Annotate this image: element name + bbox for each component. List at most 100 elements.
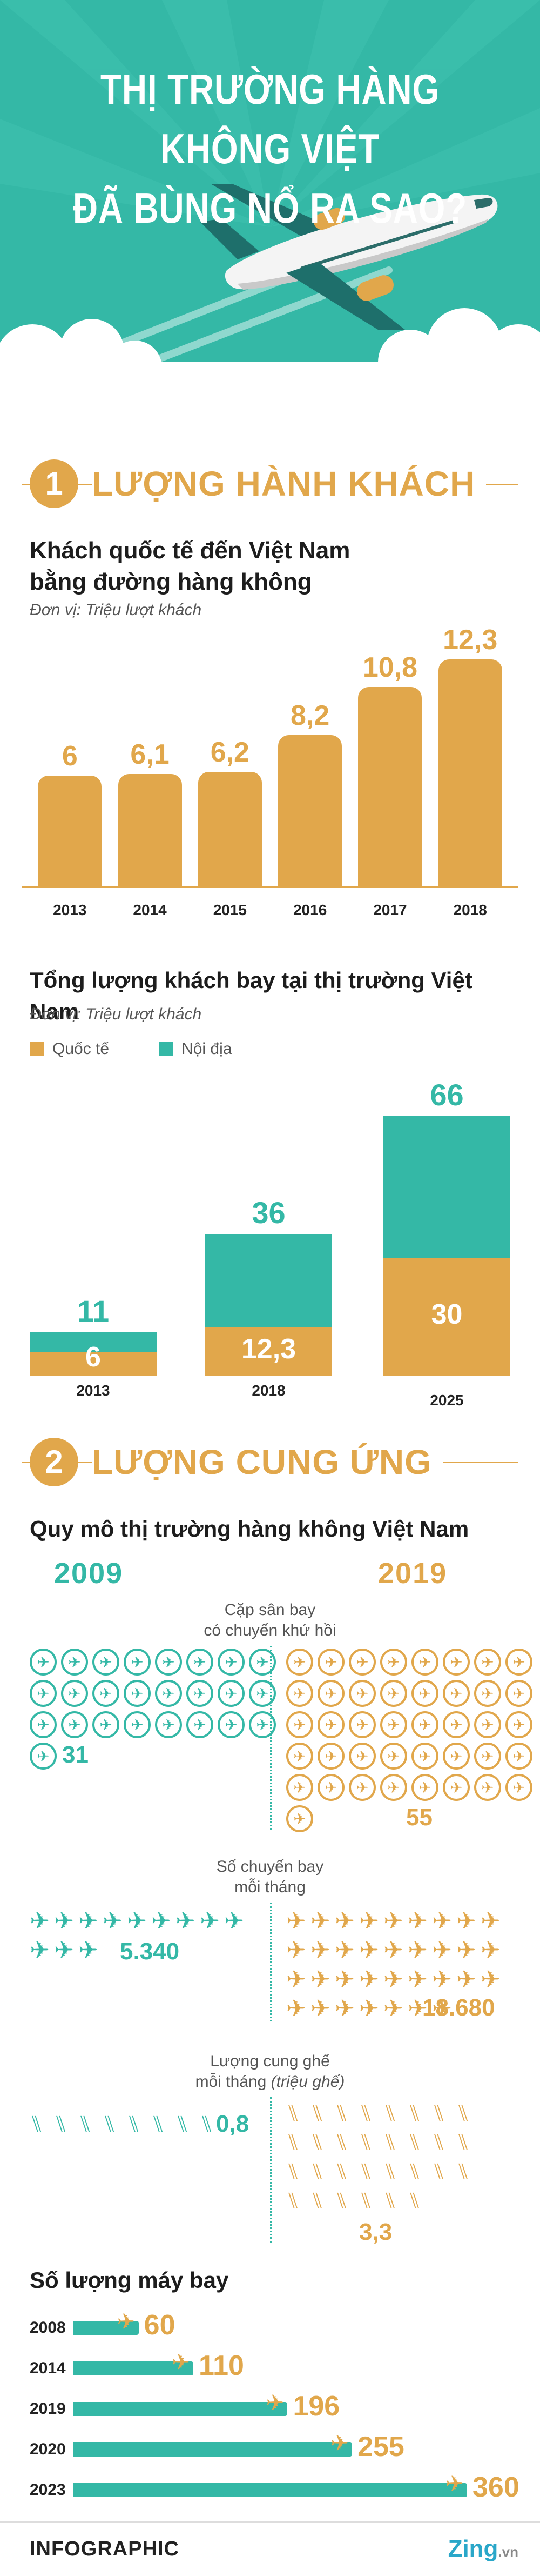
seat-icon: ⑊ bbox=[408, 2100, 422, 2126]
plane-icon: ✈ bbox=[127, 1908, 147, 1934]
chart2-total-passengers: 11 6 2013 36 12,3 2018 66 30 2025 bbox=[22, 1070, 518, 1427]
seat-icon: ⑊ bbox=[335, 2159, 349, 2184]
plane-icon: ✈ bbox=[310, 1966, 330, 1993]
legend-domestic-swatch bbox=[159, 1042, 173, 1056]
plane-icon: ✈ bbox=[151, 1908, 171, 1934]
section-1-number: 1 bbox=[30, 459, 78, 508]
fleet-year-label: 2020 bbox=[30, 2440, 66, 2458]
plane-ring-icon: ✈ bbox=[474, 1743, 501, 1770]
seat-icon: ⑊ bbox=[310, 2130, 325, 2155]
plane-icon: ✈ bbox=[481, 1908, 501, 1934]
seats-label-line-2: mỗi tháng bbox=[195, 2073, 271, 2091]
seat-icon: ⑊ bbox=[408, 2188, 422, 2213]
chart2-intl-label: 30 bbox=[431, 1298, 463, 1330]
plane-ring-icon: ✈ bbox=[286, 1711, 313, 1738]
plane-ring-icon: ✈ bbox=[349, 1743, 376, 1770]
chart1-value-label: 12,3 bbox=[443, 624, 498, 656]
footer-rule bbox=[0, 2521, 540, 2523]
plane-icon: ✈ bbox=[383, 1908, 403, 1934]
seat-icon: ⑊ bbox=[310, 2188, 325, 2213]
chart1-bar bbox=[198, 772, 262, 886]
plane-ring-icon: ✈ bbox=[286, 1805, 313, 1832]
seat-icon: ⑊ bbox=[286, 2159, 300, 2184]
chart1-axis bbox=[22, 886, 518, 888]
seats-2019-grid: ⑊ ⑊ ⑊ ⑊ ⑊ ⑊ ⑊ ⑊ ⑊ ⑊ ⑊ ⑊ ⑊ ⑊ ⑊ ⑊ ⑊ ⑊ ⑊ ⑊ ⑊ ⑊ ⑊ ⑊ ⑊ ⑊ ⑊ ⑊ ⑊ ⑊ bbox=[286, 2100, 513, 2214]
seats-label-line-1: Lượng cung ghế bbox=[210, 2052, 330, 2070]
plane-ring-icon: ✈ bbox=[380, 1711, 407, 1738]
chart1-bar bbox=[358, 687, 422, 886]
footer: INFOGRAPHIC Zing.vn bbox=[0, 2521, 540, 2576]
seat-icon: ⑊ bbox=[383, 2100, 397, 2126]
plane-icon: ✈ bbox=[456, 1908, 476, 1934]
chart1-title-line-1: Khách quốc tế đến Việt Nam bbox=[30, 537, 350, 564]
airport-pairs-label: Cặp sân bay có chuyến khứ hồi bbox=[184, 1600, 356, 1641]
plane-icon: ✈ bbox=[310, 1908, 330, 1934]
plane-ring-icon: ✈ bbox=[30, 1743, 57, 1770]
plane-ring-icon: ✈ bbox=[318, 1649, 345, 1676]
plane-ring-icon: ✈ bbox=[186, 1680, 213, 1707]
chart1-value-label: 8,2 bbox=[290, 700, 330, 731]
plane-icon: ✈ bbox=[310, 1996, 330, 2022]
plane-ring-icon: ✈ bbox=[286, 1680, 313, 1707]
airports-2019-value: 55 bbox=[406, 1804, 433, 1831]
airports-2009-value: 31 bbox=[62, 1741, 89, 1768]
chart1-bar bbox=[118, 773, 182, 886]
plane-ring-icon: ✈ bbox=[505, 1711, 532, 1738]
chart1-year-label: 2018 bbox=[453, 902, 487, 918]
plane-icon: ✈ bbox=[176, 1908, 195, 1934]
chart2-bar-domestic bbox=[30, 1332, 157, 1352]
seat-icon: ⑊ bbox=[359, 2100, 373, 2126]
plane-ring-icon: ✈ bbox=[380, 1774, 407, 1801]
plane-icon: ✈ bbox=[335, 1908, 355, 1934]
legend-intl-swatch bbox=[30, 1042, 44, 1056]
plane-ring-icon: ✈ bbox=[349, 1649, 376, 1676]
airplane-icon bbox=[200, 184, 498, 330]
seat-icon: ⑊ bbox=[432, 2130, 446, 2155]
airport-divider bbox=[270, 1646, 272, 1830]
plane-ring-icon: ✈ bbox=[474, 1711, 501, 1738]
plane-ring-icon: ✈ bbox=[443, 1680, 470, 1707]
chart1-unit: Đơn vị: Triệu lượt khách bbox=[30, 601, 202, 619]
seat-icon: ⑊ bbox=[151, 2111, 165, 2137]
plane-ring-icon: ✈ bbox=[249, 1711, 276, 1738]
chart1-year-label: 2015 bbox=[213, 902, 247, 918]
plane-ring-icon: ✈ bbox=[218, 1680, 245, 1707]
plane-icon: ✈ bbox=[408, 1937, 428, 1964]
seat-icon: ⑊ bbox=[383, 2130, 397, 2155]
flights-2019-value: 18.680 bbox=[422, 1994, 495, 2021]
title-line-2: ĐÃ BÙNG NỔ RA SAO? bbox=[72, 184, 468, 232]
plane-ring-icon: ✈ bbox=[349, 1774, 376, 1801]
seat-icon: ⑊ bbox=[78, 2111, 92, 2137]
plane-icon: ✈ bbox=[286, 1908, 306, 1934]
plane-icon: ✈ bbox=[432, 1937, 452, 1964]
footer-infographic-label: INFOGRAPHIC bbox=[30, 2538, 179, 2560]
seats-label-unit: (triệu ghế) bbox=[271, 2073, 345, 2091]
plane-icon: ✈ bbox=[224, 1908, 244, 1934]
plane-icon: ✈ bbox=[456, 1937, 476, 1964]
plane-icon: ✈ bbox=[359, 1966, 379, 1993]
seat-icon: ⑊ bbox=[127, 2111, 141, 2137]
plane-ring-icon: ✈ bbox=[349, 1680, 376, 1707]
seat-icon: ⑊ bbox=[310, 2100, 325, 2126]
plane-icon: ✈ bbox=[481, 1966, 501, 1993]
plane-icon: ✈ bbox=[286, 1937, 306, 1964]
fleet-year-label: 2008 bbox=[30, 2319, 66, 2337]
section-1-header: 1 LƯỢNG HÀNH KHÁCH bbox=[22, 459, 518, 508]
plane-ring-icon: ✈ bbox=[286, 1774, 313, 1801]
chart1-value-label: 6,2 bbox=[210, 737, 249, 769]
plane-ring-icon: ✈ bbox=[186, 1649, 213, 1676]
chart2-bar-intl bbox=[30, 1352, 157, 1376]
plane-ring-icon: ✈ bbox=[318, 1711, 345, 1738]
chart2-total-label: 66 bbox=[430, 1078, 464, 1112]
chart1-bar bbox=[278, 735, 342, 886]
plane-ring-icon: ✈ bbox=[411, 1743, 438, 1770]
flights-label-line-2: mỗi tháng bbox=[234, 1878, 306, 1896]
header-background bbox=[0, 0, 540, 378]
flights-label-line-1: Số chuyến bay bbox=[216, 1858, 324, 1876]
plane-icon: ✈ bbox=[383, 1996, 403, 2022]
plane-icon: ✈ bbox=[408, 1966, 428, 1993]
fleet-year-label: 2023 bbox=[30, 2481, 66, 2499]
chart2-bar-domestic bbox=[205, 1234, 332, 1327]
chart2-bar-intl bbox=[383, 1257, 510, 1376]
plane-ring-icon: ✈ bbox=[474, 1774, 501, 1801]
